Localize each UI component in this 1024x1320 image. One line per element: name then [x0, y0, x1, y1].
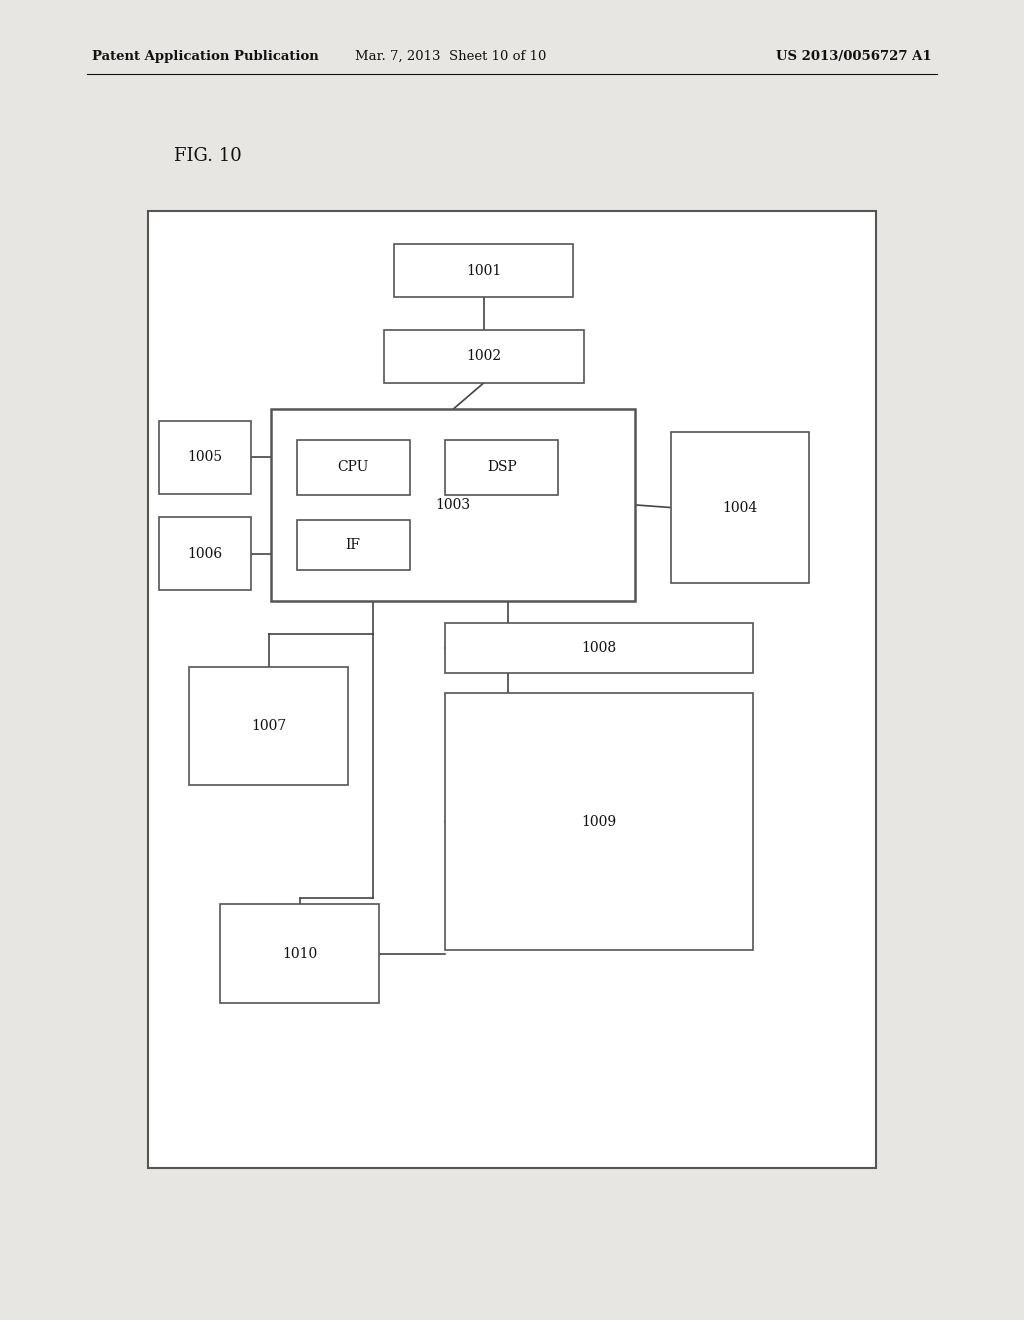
Bar: [384, 330, 584, 383]
Text: 1009: 1009: [582, 814, 616, 829]
Text: 1004: 1004: [722, 500, 758, 515]
Text: IF: IF: [346, 539, 360, 552]
Bar: [671, 432, 809, 583]
Text: Mar. 7, 2013  Sheet 10 of 10: Mar. 7, 2013 Sheet 10 of 10: [355, 50, 546, 63]
Text: 1007: 1007: [251, 719, 287, 733]
Bar: [297, 440, 410, 495]
Bar: [220, 904, 379, 1003]
Text: 1010: 1010: [282, 946, 317, 961]
Bar: [148, 211, 876, 1168]
Bar: [271, 409, 635, 601]
Bar: [394, 244, 573, 297]
Text: US 2013/0056727 A1: US 2013/0056727 A1: [776, 50, 932, 63]
Text: 1002: 1002: [466, 350, 502, 363]
Bar: [445, 693, 753, 950]
Bar: [445, 440, 558, 495]
Bar: [297, 520, 410, 570]
Text: 1005: 1005: [187, 450, 222, 465]
Text: 1008: 1008: [582, 642, 616, 655]
Text: CPU: CPU: [338, 461, 369, 474]
Bar: [159, 421, 251, 494]
Text: 1001: 1001: [466, 264, 502, 277]
Text: 1006: 1006: [187, 546, 222, 561]
Text: Patent Application Publication: Patent Application Publication: [92, 50, 318, 63]
Text: DSP: DSP: [486, 461, 517, 474]
Text: 1003: 1003: [435, 498, 471, 512]
Bar: [189, 667, 348, 785]
Text: FIG. 10: FIG. 10: [174, 147, 242, 165]
Bar: [445, 623, 753, 673]
Bar: [159, 517, 251, 590]
